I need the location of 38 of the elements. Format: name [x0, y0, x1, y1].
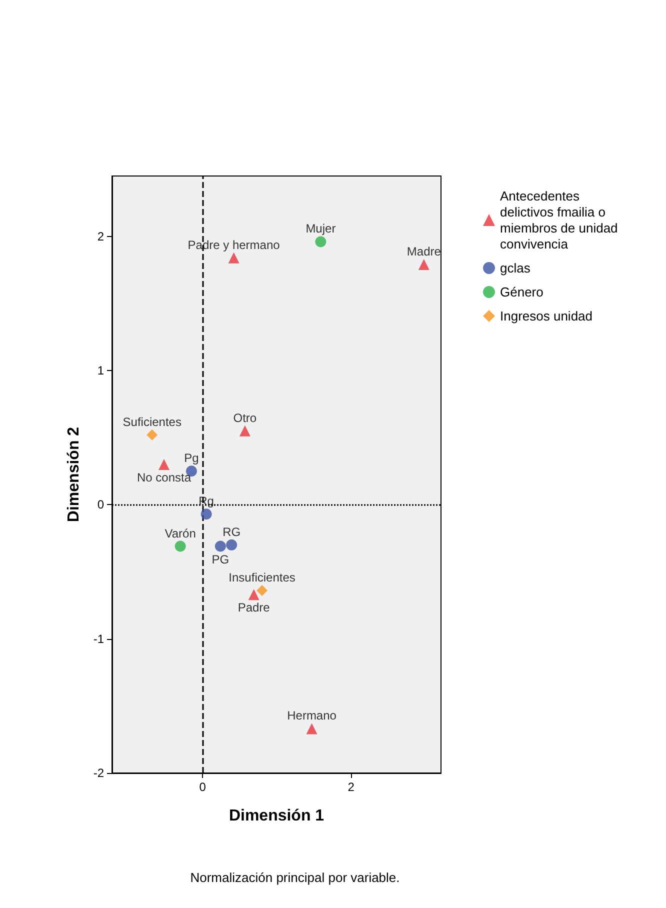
annotation: No consta	[136, 470, 192, 484]
x-axis-title: Dimensión 1	[228, 808, 324, 824]
annotation: Padre	[238, 600, 270, 615]
y-tick-label: 0	[97, 498, 104, 512]
annotation: Padre y hermano	[188, 238, 280, 252]
annotation: Otro	[233, 410, 257, 425]
point	[315, 236, 326, 248]
point	[228, 252, 240, 264]
annotation: Suficientes	[122, 414, 182, 429]
y-tick-label: -1	[93, 632, 104, 646]
point	[146, 429, 158, 440]
point	[226, 539, 238, 550]
annotation: Mujer	[306, 222, 336, 236]
y-axis-title: Dimensión 2	[66, 426, 82, 522]
point	[174, 540, 186, 552]
legend-label: Género	[500, 284, 544, 300]
annotation: Hermano	[287, 708, 337, 723]
point	[306, 723, 318, 734]
y-tick-label: 1	[97, 364, 104, 378]
legend-label: Antecedentes delictivos fmailia o miembros de unidad convivencia	[500, 188, 622, 252]
legend-label: Ingresos unidad	[500, 308, 593, 324]
annotation: Madre	[406, 244, 442, 259]
point	[239, 425, 250, 436]
point	[214, 540, 226, 552]
annotation: PG	[212, 552, 230, 566]
text: Normalización principal por variable.	[190, 870, 400, 885]
point	[256, 585, 268, 596]
point	[248, 589, 260, 600]
annotation: Pg	[184, 451, 199, 466]
point	[418, 259, 430, 270]
annotation: Insuficientes	[228, 570, 296, 585]
annotation: Varón	[164, 526, 196, 540]
annotation: RG	[222, 524, 241, 539]
point	[200, 508, 212, 520]
y-tick-label: 2	[97, 229, 104, 244]
legend-label: gclas	[500, 260, 531, 276]
point	[158, 458, 170, 470]
y-tick-label: -2	[93, 766, 104, 780]
